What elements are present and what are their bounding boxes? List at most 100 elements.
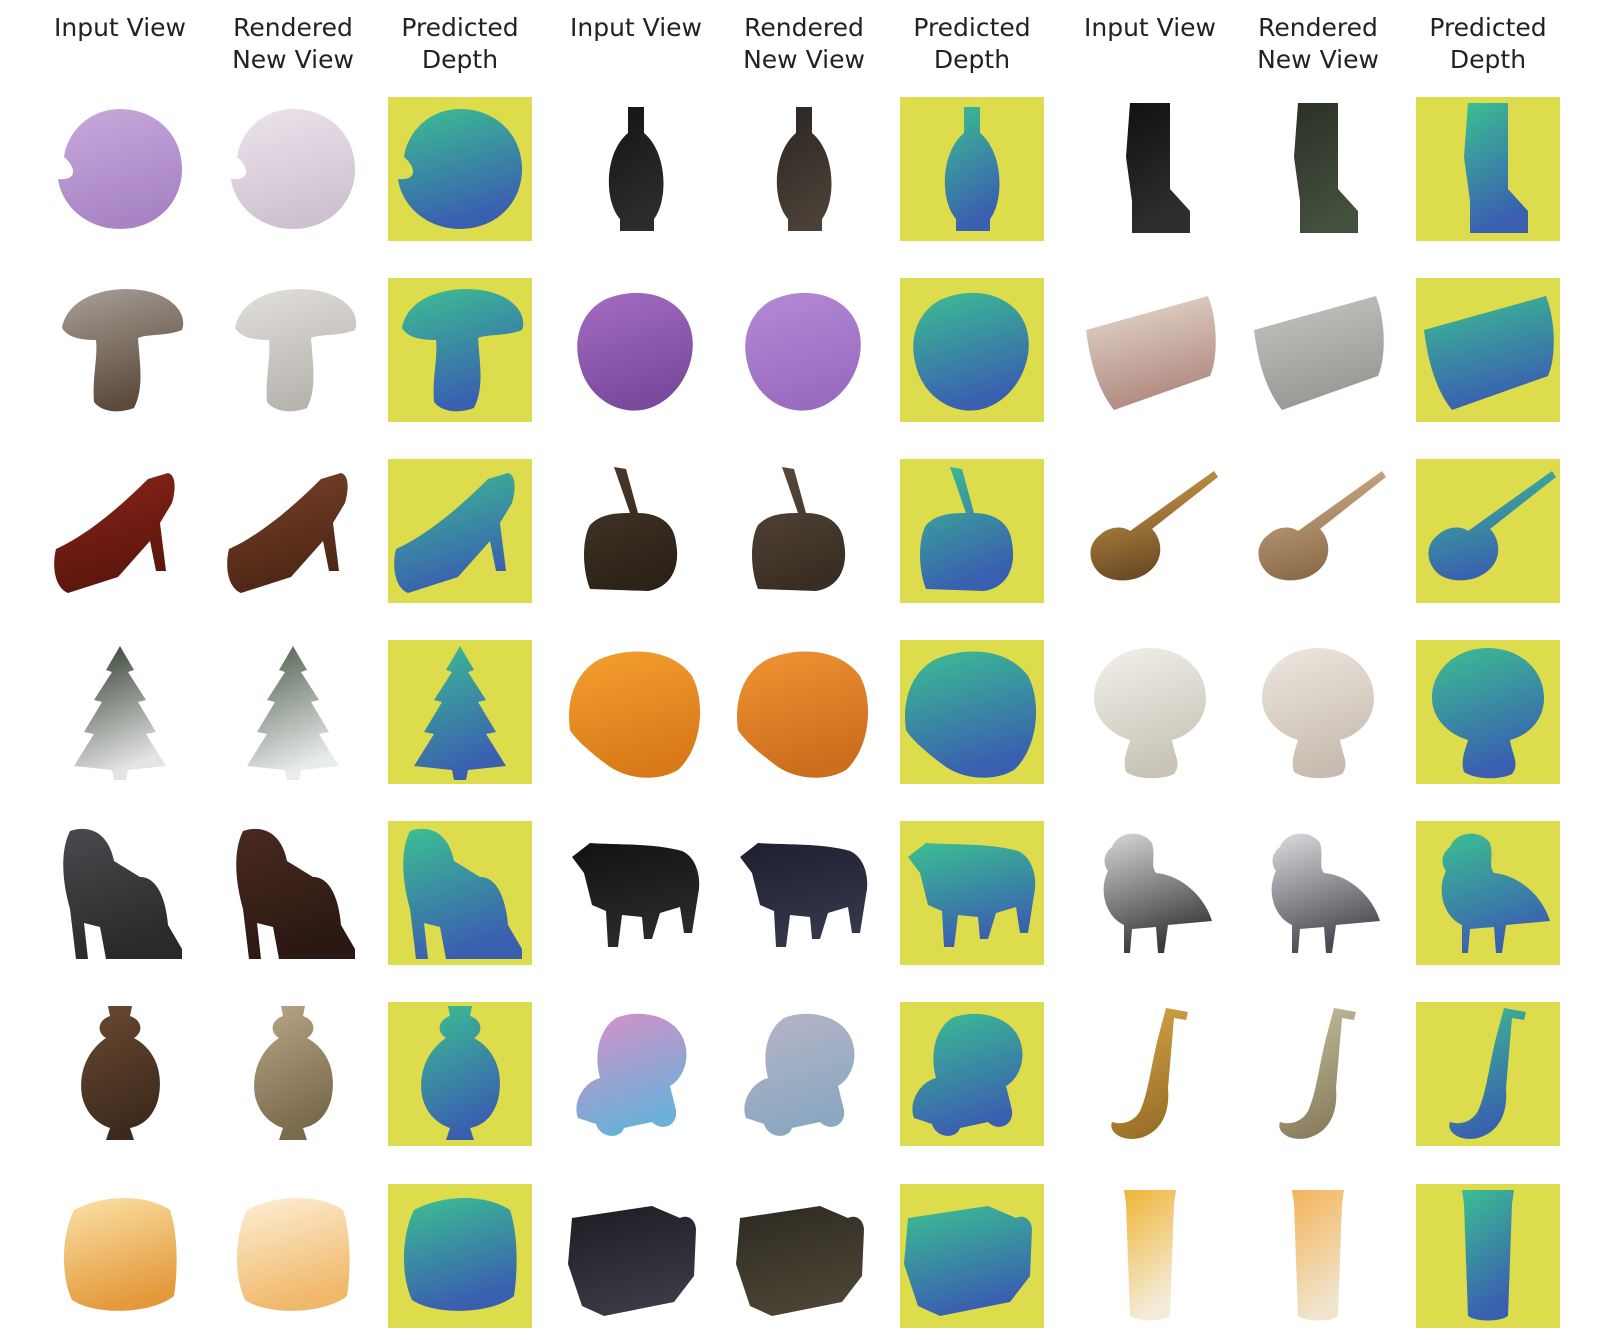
rendered-view-image [732, 97, 876, 241]
column-header: Input View [1083, 13, 1216, 42]
blob-silhouette [745, 292, 861, 411]
lamp-silhouette [403, 1198, 517, 1311]
input-view-image [564, 278, 708, 422]
input-view-image [564, 821, 708, 965]
sofa-silhouette [568, 1206, 696, 1316]
skate-silhouette [744, 1013, 855, 1136]
mushroom-silhouette [235, 289, 357, 412]
predicted-depth-map [1416, 640, 1560, 784]
tree-shape [414, 646, 506, 780]
bag-silhouette [752, 467, 846, 591]
cow-shape [740, 843, 868, 947]
rendered-view-image [732, 459, 876, 603]
sax-silhouette [1111, 1008, 1188, 1139]
platform-silhouette [63, 828, 182, 959]
input-view-image [1078, 640, 1222, 784]
guitar-shape [1258, 471, 1386, 581]
column-header: Input View [569, 13, 702, 42]
heel-silhouette [394, 473, 515, 593]
sax-shape [1449, 1008, 1526, 1139]
mushroom-shape [62, 289, 184, 412]
predicted-depth-map [388, 1184, 532, 1328]
heel-shape [227, 473, 348, 593]
column-header: Predicted Depth [1429, 13, 1547, 74]
mushroom-shape [402, 289, 524, 412]
vase-shape [776, 107, 832, 231]
heel-silhouette [227, 473, 348, 593]
lamp-silhouette [63, 1198, 177, 1311]
tree-silhouette [414, 646, 506, 780]
platform-shape [236, 828, 355, 959]
cow-silhouette [572, 843, 700, 947]
predicted-depth-map [388, 278, 532, 422]
boot-shape [1464, 103, 1528, 233]
rendered-view-image [1246, 278, 1390, 422]
input-view-image [48, 1184, 192, 1328]
amphora-silhouette [421, 1006, 500, 1140]
guitar-silhouette [1258, 471, 1386, 581]
column-header: Rendered New View [232, 13, 354, 74]
predicted-depth-map [388, 1002, 532, 1146]
rendered-view-image [1246, 640, 1390, 784]
heel-shape [394, 473, 515, 593]
rendered-view-image [1246, 459, 1390, 603]
cow-shape [572, 843, 700, 947]
input-view-image [564, 1002, 708, 1146]
orange-silhouette [905, 651, 1037, 778]
column-header: Predicted Depth [401, 13, 519, 74]
pillow-silhouette [1086, 296, 1216, 410]
predicted-depth-map [388, 97, 532, 241]
vase-shape [608, 107, 664, 231]
skate-shape [912, 1013, 1023, 1136]
predicted-depth-map [1416, 459, 1560, 603]
pillow-silhouette [1254, 296, 1384, 410]
predicted-depth-map [900, 821, 1044, 965]
skate-silhouette [576, 1013, 687, 1136]
predicted-depth-map [388, 640, 532, 784]
input-view-image [1078, 1184, 1222, 1328]
predicted-depth-map [1416, 1002, 1560, 1146]
heel-shape [54, 473, 175, 593]
boot-silhouette [1464, 103, 1528, 233]
input-view-image [564, 459, 708, 603]
guitar-silhouette [1090, 471, 1218, 581]
sofa-silhouette [904, 1206, 1032, 1316]
puffball-silhouette [1094, 648, 1206, 779]
bag-shape [920, 467, 1014, 591]
amphora-silhouette [81, 1006, 160, 1140]
tree-silhouette [74, 646, 166, 780]
predicted-depth-map [900, 278, 1044, 422]
rendered-view-image [732, 278, 876, 422]
rendered-view-image [221, 278, 365, 422]
pillow-shape [1254, 296, 1384, 410]
predicted-depth-map [900, 97, 1044, 241]
input-view-image [48, 278, 192, 422]
orange-shape [737, 651, 869, 778]
sofa-shape [736, 1206, 864, 1316]
input-view-image [48, 640, 192, 784]
orange-silhouette [737, 651, 869, 778]
bag-shape [584, 467, 678, 591]
bird-silhouette [1103, 833, 1212, 953]
puffball-silhouette [1262, 648, 1374, 779]
bag-silhouette [920, 467, 1014, 591]
sax-shape [1279, 1008, 1356, 1139]
bird-shape [1271, 833, 1380, 953]
predicted-depth-map [388, 821, 532, 965]
input-view-image [564, 97, 708, 241]
glass-silhouette [1462, 1190, 1514, 1321]
pillow-shape [1424, 296, 1554, 410]
puffball-shape [1094, 648, 1206, 779]
sax-shape [1111, 1008, 1188, 1139]
boot-shape [1294, 103, 1358, 233]
amphora-silhouette [254, 1006, 333, 1140]
input-view-image [1078, 459, 1222, 603]
predicted-depth-map [900, 1002, 1044, 1146]
guitar-shape [1090, 471, 1218, 581]
rendered-view-image [1246, 1002, 1390, 1146]
input-view-image [48, 1002, 192, 1146]
input-view-image [1078, 97, 1222, 241]
mushroom-silhouette [402, 289, 524, 412]
glass-shape [1292, 1190, 1344, 1321]
guitar-shape [1428, 471, 1556, 581]
